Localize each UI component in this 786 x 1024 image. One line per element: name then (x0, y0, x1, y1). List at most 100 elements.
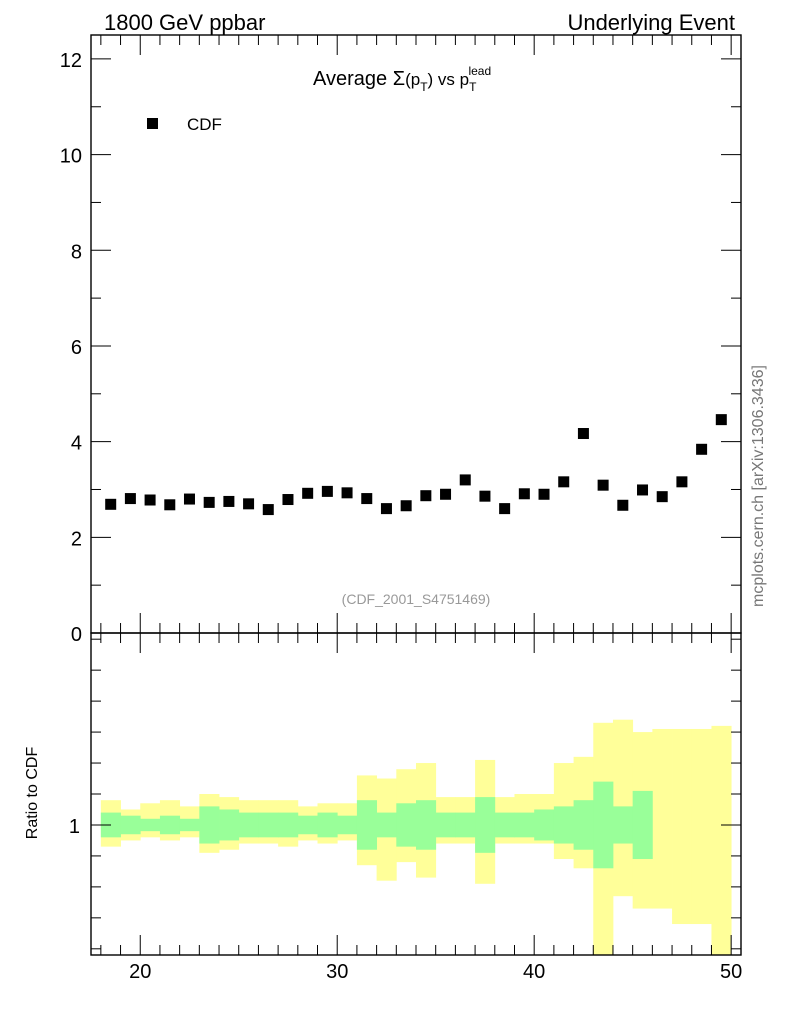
x-tick-label: 50 (720, 961, 742, 983)
y-tick-label: 4 (71, 433, 82, 455)
inner-band-bin (317, 812, 338, 838)
x-tick-label: 30 (326, 961, 348, 983)
inner-band-bin (553, 806, 574, 844)
data-point (577, 428, 589, 440)
inner-band-bin (337, 815, 358, 835)
inner-band-bin (534, 809, 555, 841)
chart-title: Average Σ(pT) vs pTlead (313, 64, 491, 94)
data-point (558, 476, 570, 488)
data-point (400, 500, 412, 512)
ratio-inner-band (100, 781, 653, 869)
data-point (105, 498, 117, 510)
data-point (302, 487, 314, 499)
top-axis-ticks (91, 35, 741, 634)
outer-band-bin (691, 728, 712, 925)
data-point (420, 490, 432, 502)
data-point (223, 495, 235, 507)
data-point (321, 485, 333, 497)
data-point (164, 499, 176, 511)
data-point (341, 487, 353, 499)
data-point (203, 496, 215, 508)
data-point (597, 479, 609, 491)
inner-band-bin (199, 806, 220, 844)
inner-band-bin (120, 815, 141, 835)
inner-band-bin (632, 790, 653, 860)
title-mid: ) vs p (428, 70, 470, 89)
data-point (380, 503, 392, 515)
x-tick-label: 40 (523, 961, 545, 983)
data-point (183, 493, 195, 505)
data-point (282, 494, 294, 506)
inner-band-bin (278, 812, 299, 838)
data-point (459, 474, 471, 486)
x-tick-label: 20 (129, 961, 151, 983)
inner-band-bin (219, 809, 240, 841)
inner-band-bin (238, 812, 259, 838)
data-point (715, 414, 727, 426)
y-tick-label: 12 (60, 50, 82, 72)
inner-band-bin (416, 800, 437, 850)
data-point (637, 484, 649, 496)
ratio-panel: 1 20 30 40 50 Ratio to CDF (24, 632, 742, 983)
outer-band-bin (652, 728, 673, 909)
inner-band-bin (356, 800, 378, 850)
title-sub1: T (420, 80, 428, 94)
inner-band-bin (475, 797, 496, 853)
y-tick-label: 8 (71, 241, 82, 263)
inner-band-bin (396, 803, 417, 847)
data-point (243, 498, 255, 510)
inner-band-bin (455, 812, 476, 838)
top-panel: 0 2 4 6 8 10 12 1800 GeV ppbar Underlying Even… (60, 10, 767, 646)
inner-band-bin (179, 818, 200, 832)
data-point (499, 503, 511, 515)
outer-band-bin (672, 728, 693, 925)
inner-band-bin (435, 812, 456, 838)
data-point (656, 491, 668, 503)
ratio-y-tick-labels: 1 (69, 816, 80, 838)
outer-band-bin (711, 725, 732, 955)
y-tick-label: 2 (71, 528, 82, 550)
data-point (440, 488, 452, 500)
ratio-y-axis-label: Ratio to CDF (24, 747, 41, 840)
inner-band-bin (494, 812, 515, 838)
cdf-data-points (105, 414, 727, 516)
x-tick-labels: 20 30 40 50 (129, 961, 742, 983)
inner-band-bin (593, 781, 614, 869)
header-right: Underlying Event (567, 10, 735, 35)
data-point (676, 476, 688, 488)
data-point (518, 488, 530, 500)
watermark: mcplots.cern.ch [arXiv:1306.3436] (750, 365, 767, 607)
inner-band-bin (612, 806, 634, 844)
legend-label: CDF (187, 115, 222, 134)
data-point (696, 443, 708, 455)
y-tick-label: 10 (60, 146, 82, 168)
inner-band-bin (376, 812, 397, 838)
legend-marker-square (147, 118, 158, 129)
title-prefix: Average (313, 68, 393, 90)
inner-band-bin (573, 800, 594, 850)
data-point (262, 504, 274, 516)
analysis-id: (CDF_2001_S4751469) (342, 591, 491, 607)
inner-band-bin (297, 815, 318, 835)
y-tick-label: 0 (71, 624, 82, 646)
y-tick-label: 6 (71, 337, 82, 359)
ratio-axis-ticks (91, 633, 741, 955)
title-open: (p (405, 70, 420, 89)
inner-band-bin (514, 812, 535, 838)
data-point (538, 488, 550, 500)
ratio-y-tick-label: 1 (69, 816, 80, 838)
inner-band-bin (159, 815, 181, 835)
data-point (361, 493, 373, 505)
data-point (479, 490, 491, 502)
title-sup2: lead (468, 64, 491, 78)
title-sub2: T (469, 80, 477, 94)
header-left: 1800 GeV ppbar (104, 10, 265, 35)
data-point (144, 494, 156, 506)
data-point (124, 493, 136, 505)
top-y-tick-labels: 0 2 4 6 8 10 12 (60, 50, 82, 646)
inner-band-bin (258, 812, 279, 838)
title-sigma: Σ (393, 68, 405, 90)
data-point (617, 499, 629, 511)
inner-band-bin (140, 818, 161, 832)
